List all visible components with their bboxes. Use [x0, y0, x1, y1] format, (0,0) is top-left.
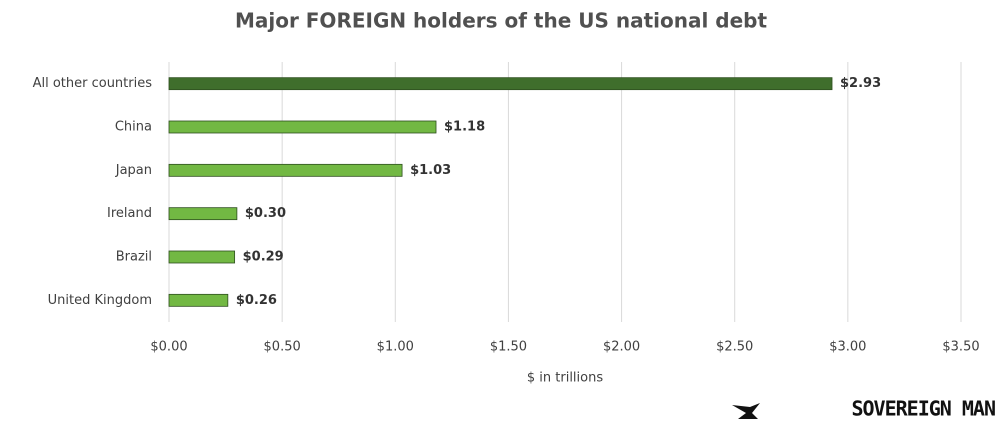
bar [168, 163, 403, 177]
value-label: $0.26 [236, 293, 277, 308]
value-label: $1.18 [444, 120, 485, 135]
bar [168, 250, 236, 264]
x-tick-label: $2.00 [603, 340, 640, 355]
value-label: $2.93 [840, 76, 881, 91]
x-tick-label: $2.50 [716, 340, 753, 355]
y-tick-label: China [115, 120, 152, 135]
value-label: $1.03 [410, 163, 451, 178]
chart-title: Major FOREIGN holders of the US national… [235, 9, 768, 33]
y-tick-label: Brazil [116, 250, 152, 265]
logo-icon [732, 403, 760, 419]
y-tick-label: Japan [115, 163, 152, 178]
y-tick-label: Ireland [107, 206, 152, 221]
x-tick-label: $0.00 [150, 340, 187, 355]
x-axis-title: $ in trillions [527, 371, 603, 386]
value-label: $0.30 [245, 206, 286, 221]
y-tick-label: United Kingdom [48, 293, 152, 308]
bar [168, 120, 437, 134]
bar [168, 293, 229, 307]
x-tick-label: $1.00 [377, 340, 414, 355]
x-tick-label: $3.00 [829, 340, 866, 355]
x-tick-label: $1.50 [490, 340, 527, 355]
x-tick-label: $0.50 [264, 340, 301, 355]
y-tick-label: All other countries [33, 76, 153, 91]
x-tick-label: $3.50 [942, 340, 979, 355]
watermark: SOVEREIGN MAN [851, 397, 995, 421]
bar [168, 77, 833, 91]
value-label: $0.29 [243, 250, 284, 265]
bar [168, 207, 238, 221]
